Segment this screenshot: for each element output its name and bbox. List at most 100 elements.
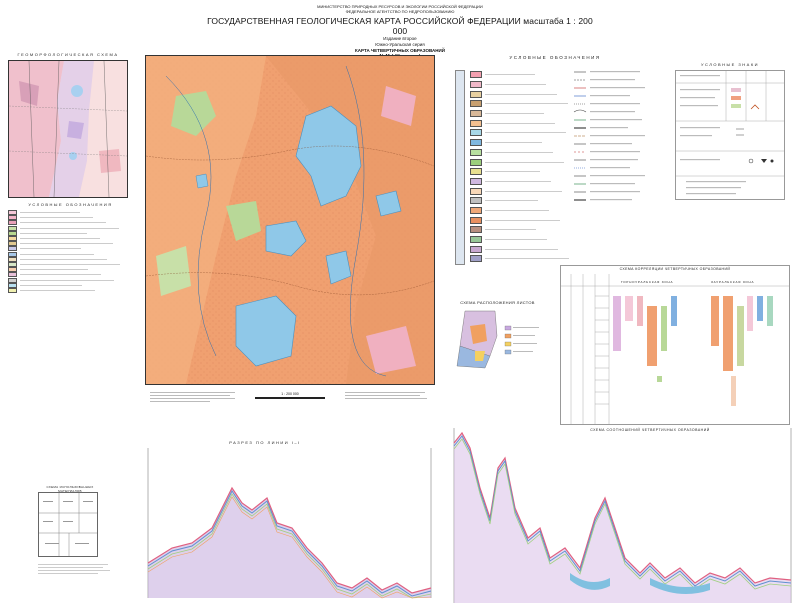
legend-swatch: [8, 220, 17, 226]
imprint-right: [345, 390, 430, 410]
symbols-table: [675, 70, 785, 200]
left-legend-row: [8, 225, 133, 231]
legend-text-line: [485, 180, 551, 182]
correlation-svg: [561, 274, 789, 424]
left-legend-row: [8, 251, 133, 257]
legend-text-line: [485, 161, 564, 163]
legend-text-line: [485, 200, 538, 202]
series: Южно-Уральская серия: [375, 42, 425, 47]
legend-text-line: [20, 227, 119, 229]
legend-swatch: [8, 287, 17, 293]
cross-section-2: [450, 428, 795, 610]
inset-title: ГЕОМОРФОЛОГИЧЕСКАЯ СХЕМА: [17, 52, 119, 57]
legend-swatch: [470, 168, 482, 176]
lower-inset-title: СХЕМА РАСПОЛОЖЕНИЯ ЛИСТОВ: [460, 300, 535, 305]
geomorph-inset-map: [8, 60, 128, 198]
legend-swatch: [470, 226, 482, 234]
legend-text-line: [485, 229, 536, 231]
right-legend-row: [470, 235, 570, 245]
right-legend-swatches: [470, 70, 570, 270]
legend-swatch: [8, 256, 17, 262]
legend-swatch: [8, 241, 17, 247]
right-legend-row: [470, 128, 570, 138]
right-legend-row: [470, 186, 570, 196]
legend-swatch: [470, 216, 482, 224]
symbols-table-svg: [676, 71, 784, 195]
left-legend-row: [8, 210, 133, 216]
legend-text-line: [485, 171, 540, 173]
scale-bar: 1 : 200 000: [255, 392, 325, 399]
legend-swatch: [470, 206, 482, 214]
left-legend-row: [8, 236, 133, 242]
legend-text-line: [485, 84, 546, 86]
ministry-line: МИНИСТЕРСТВО ПРИРОДНЫХ РЕСУРСОВ И ЭКОЛОГ…: [317, 4, 483, 9]
legend-swatch: [470, 245, 482, 253]
legend-text-line: [485, 219, 560, 221]
small-scheme-notes: [38, 562, 118, 574]
line-symbols-legend: [572, 68, 662, 218]
legend-swatch: [470, 158, 482, 166]
line-symbols-svg: [573, 71, 645, 201]
legend-swatch: [8, 246, 17, 252]
legend-swatch: [8, 277, 17, 283]
legend-swatch: [8, 230, 17, 236]
lower-inset-svg: [456, 310, 539, 369]
scale-graphic: [255, 397, 325, 399]
sheet-title: ГОСУДАРСТВЕННАЯ ГЕОЛОГИЧЕСКАЯ КАРТА РОСС…: [207, 16, 593, 36]
legend-text-line: [20, 263, 120, 265]
left-legend-row: [8, 272, 133, 278]
agency-line: ФЕДЕРАЛЬНОЕ АГЕНТСТВО ПО НЕДРОПОЛЬЗОВАНИ…: [345, 9, 455, 14]
legend-swatch: [470, 110, 482, 118]
legend-swatch: [470, 197, 482, 205]
strat-column-bar: [455, 70, 465, 265]
right-legend-row: [470, 80, 570, 90]
legend-text-line: [485, 142, 542, 144]
page-header: МИНИСТЕРСТВО ПРИРОДНЫХ РЕСУРСОВ И ЭКОЛОГ…: [200, 4, 600, 60]
cross-section-1: [142, 448, 437, 608]
legend-text-line: [485, 209, 549, 211]
legend-text-line: [485, 113, 544, 115]
left-legend-row: [8, 230, 133, 236]
right-legend-row: [470, 138, 570, 148]
legend-text-line: [20, 274, 101, 276]
legend-text-line: [20, 243, 113, 245]
legend-swatch: [470, 236, 482, 244]
legend-swatch: [470, 255, 482, 263]
left-legend-row: [8, 220, 133, 226]
legend-swatch: [8, 215, 17, 221]
legend-text-line: [20, 279, 114, 281]
legend-text-line: [20, 289, 95, 291]
small-scheme-title: СХЕМА ИСПОЛЬЗОВАННЫХ МАТЕРИАЛОВ: [46, 485, 94, 493]
right-legend-row: [470, 157, 570, 167]
legend-swatch: [470, 129, 482, 137]
legend-text-line: [20, 269, 88, 271]
legend-text-line: [485, 132, 566, 134]
legend-text-line: [485, 190, 562, 192]
left-legend-rows: [8, 210, 133, 293]
section1-title: РАЗРЕЗ ПО ЛИНИИ I–I: [229, 440, 301, 445]
legend-swatch: [470, 90, 482, 98]
legend-text-line: [20, 222, 106, 224]
lower-inset-map: [455, 306, 545, 371]
legend-text-line: [20, 217, 93, 219]
left-legend-row: [8, 215, 133, 221]
legend-swatch: [470, 81, 482, 89]
symbols-legend: УСЛОВНЫЕ ЗНАКИ: [700, 62, 760, 67]
left-legend-row: [8, 267, 133, 273]
left-legend-row: [8, 282, 133, 288]
left-legend-row: [8, 241, 133, 247]
legend-swatch: [8, 267, 17, 273]
right-legend-row: [470, 70, 570, 80]
left-legend: УСЛОВНЫЕ ОБОЗНАЧЕНИЯ: [8, 202, 133, 293]
main-map-svg: [145, 56, 435, 384]
legend-swatch: [470, 139, 482, 147]
legend-swatch: [470, 71, 482, 79]
right-legend-row: [470, 215, 570, 225]
legend-swatch: [470, 119, 482, 127]
correlation-zone-b: ЗАУРАЛЬСКАЯ ЗОНА: [711, 280, 755, 284]
correlation-scheme: СХЕМА КОРРЕЛЯЦИИ ЧЕТВЕРТИЧНЫХ ОБРАЗОВАНИ…: [560, 265, 790, 425]
legend-swatch: [470, 187, 482, 195]
legend-text-line: [20, 284, 82, 286]
left-legend-row: [8, 277, 133, 283]
legend-text-line: [20, 248, 81, 250]
